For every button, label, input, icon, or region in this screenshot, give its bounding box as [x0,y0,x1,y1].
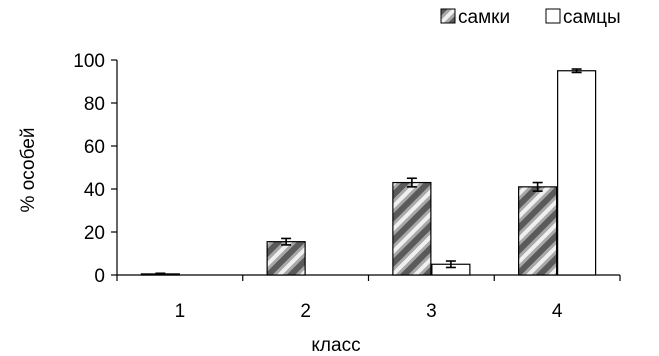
bar-females-4 [518,186,558,276]
x-tick-label: 4 [552,301,563,322]
y-tick-label: 80 [84,94,105,115]
x-tick-label: 1 [175,301,186,322]
bar-females-2 [266,241,306,276]
y-tick-label: 60 [84,137,105,158]
bars-group [140,70,597,276]
y-axis-title: % особей [18,128,39,213]
bar-males-4 [557,70,597,276]
y-tick-label: 20 [84,223,105,244]
x-axis-ticks: 1 2 3 4 [116,275,621,322]
y-axis-ticks: 0 20 40 60 80 100 [73,51,117,287]
error-bars-group [155,68,582,276]
legend-swatch-males [545,8,561,24]
x-tick-label: 2 [300,301,311,322]
y-tick-label: 40 [84,180,105,201]
x-axis-title: класс [311,335,360,356]
legend-label-males: самцы [563,7,621,28]
y-tick-label: 100 [73,51,105,72]
x-tick-label: 3 [426,301,437,322]
legend: самки самцы [440,7,621,28]
legend-swatch-females [440,8,456,24]
bar-females-3 [392,181,432,276]
y-tick-label: 0 [94,266,105,287]
legend-label-females: самки [458,7,510,28]
